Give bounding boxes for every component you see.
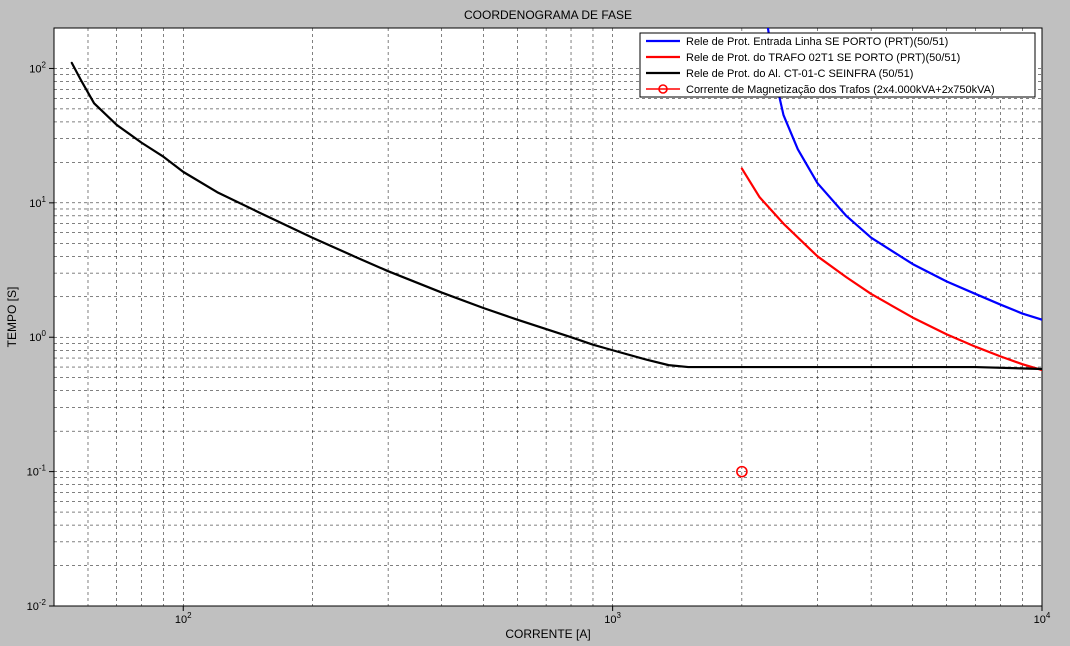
legend-entry-label: Rele de Prot. do Al. CT-01-C SEINFRA (50…	[686, 68, 913, 80]
x-axis-label: CORRENTE [A]	[505, 627, 590, 641]
legend-entry-label: Rele de Prot. Entrada Linha SE PORTO (PR…	[686, 36, 948, 48]
chart-title: COORDENOGRAMA DE FASE	[464, 8, 632, 22]
legend-entry-label: Rele de Prot. do TRAFO 02T1 SE PORTO (PR…	[686, 52, 960, 64]
y-axis-label: TEMPO [S]	[5, 287, 19, 348]
legend-entry-label: Corrente de Magnetização dos Trafos (2x4…	[686, 84, 995, 96]
chart-container: 10210310410-210-1100101102CORRENTE [A]TE…	[0, 0, 1070, 646]
legend: Rele de Prot. Entrada Linha SE PORTO (PR…	[640, 33, 1035, 97]
chart-svg: 10210310410-210-1100101102CORRENTE [A]TE…	[0, 0, 1070, 646]
